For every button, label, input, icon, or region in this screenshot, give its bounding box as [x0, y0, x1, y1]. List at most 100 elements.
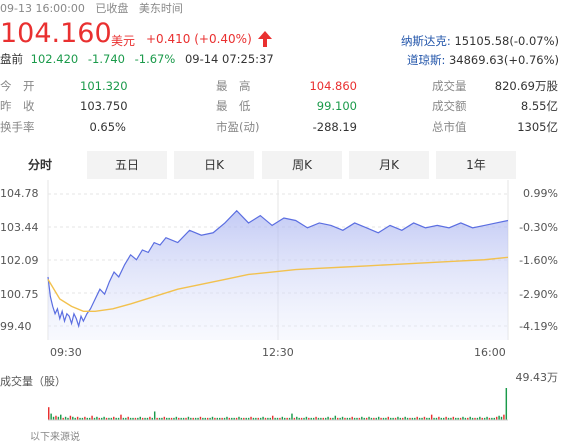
volume-bar	[495, 416, 498, 420]
volume-bar	[450, 417, 452, 420]
volume-bar	[389, 417, 392, 420]
volume-bar	[447, 417, 450, 420]
volume-bar	[332, 417, 334, 420]
volume-bar	[414, 417, 416, 420]
volume-bar	[296, 416, 298, 420]
premarket-change: -1.740	[87, 52, 125, 66]
volume-bar	[245, 417, 247, 420]
y-tick-left: 100.75	[0, 288, 39, 301]
volume-bar	[60, 414, 62, 420]
volume-bar	[163, 416, 166, 420]
y-tick-right: -4.19%	[519, 320, 558, 333]
volume-bar	[404, 416, 406, 420]
index-dow[interactable]: 道琼斯: 34869.63(+0.76%)	[406, 53, 559, 67]
x-tick: 09:30	[50, 346, 82, 359]
volume-bar	[385, 417, 387, 420]
volume-bar	[337, 417, 339, 420]
volume-bar	[279, 417, 281, 420]
tab-monthly-k[interactable]: 月K	[349, 151, 429, 179]
volume-bar	[457, 417, 459, 420]
volume-bar	[418, 417, 421, 420]
volume-bar	[488, 417, 491, 420]
volume-bar	[341, 416, 344, 420]
volume-bar	[170, 417, 173, 420]
volume-bar	[464, 417, 467, 420]
volume-bar	[402, 417, 404, 420]
volume-bar	[134, 417, 137, 420]
x-tick: 16:00	[474, 346, 506, 359]
index-panel: 纳斯达克: 15105.58(-0.07%) 道琼斯: 34869.63(+0.…	[401, 32, 559, 70]
low-value: 99.100	[316, 99, 357, 113]
stats-row-1: 今 开 101.320 最 高 104.860 成交量 820.69万股	[0, 76, 587, 96]
volume-bar	[76, 416, 79, 420]
volume-bar	[96, 416, 98, 420]
volume-bar	[117, 417, 120, 420]
index-nasdaq[interactable]: 纳斯达克: 15105.58(-0.07%)	[400, 34, 559, 48]
y-tick-right: -0.30%	[519, 221, 558, 234]
up-arrow-icon	[257, 30, 273, 52]
volume-bar	[125, 417, 127, 420]
tab-daily-k[interactable]: 日K	[174, 151, 254, 179]
volume-bar	[257, 417, 259, 420]
volume-bar	[351, 416, 353, 420]
volume-bar	[50, 413, 52, 420]
volume-bar	[173, 417, 175, 420]
volume-bar	[262, 416, 264, 420]
volume-bar	[368, 416, 370, 420]
volume-bar	[387, 416, 390, 420]
volume-bar	[175, 416, 178, 420]
volume-bar	[479, 416, 481, 420]
volume-bar	[334, 415, 337, 420]
volume-bar	[500, 416, 503, 420]
volume-bar	[223, 417, 226, 420]
volume-bar	[228, 417, 231, 420]
volume-bar	[129, 417, 132, 420]
volume-bar	[271, 415, 274, 420]
volume-bar	[356, 417, 358, 420]
volume-bar	[349, 417, 351, 420]
volume-bar	[481, 417, 483, 420]
tab-weekly-k[interactable]: 周K	[262, 151, 342, 179]
volume-bar	[503, 414, 505, 420]
volume-bar	[190, 417, 192, 420]
volume-bar	[91, 415, 93, 420]
stats-row-2: 昨 收 103.750 最 低 99.100 成交额 8.55亿	[0, 96, 587, 116]
mcap-value: 1305亿	[517, 120, 558, 134]
volume-bar	[421, 417, 423, 420]
tab-1year[interactable]: 1年	[436, 151, 516, 179]
volume-bar	[250, 416, 252, 420]
tab-intraday[interactable]: 分时	[0, 151, 80, 179]
volume-bar	[115, 417, 117, 420]
tab-5day[interactable]: 五日	[87, 151, 167, 179]
volume-bar	[69, 415, 72, 420]
average-price-line	[47, 256, 509, 312]
volume-bar	[168, 417, 170, 420]
volume-bar	[308, 417, 310, 420]
volume-bar	[127, 416, 129, 420]
volume-bar	[293, 417, 296, 420]
volume-bar	[291, 413, 293, 420]
volume-bar	[305, 416, 308, 420]
volume-bar	[471, 417, 474, 420]
volume-bar	[235, 417, 238, 420]
high-value: 104.860	[309, 79, 357, 93]
volume-bar	[281, 416, 284, 420]
volume-label: 成交量（股）	[0, 375, 66, 388]
volume-bar	[382, 417, 385, 420]
volume-bar	[137, 417, 139, 420]
volume-bar	[52, 416, 55, 420]
volume-bar	[72, 416, 74, 420]
volume-bar	[214, 417, 216, 420]
volume-bar	[438, 416, 440, 420]
volume-bar	[55, 415, 57, 420]
y-tick-left: 103.44	[0, 221, 39, 234]
volume-bar	[113, 416, 115, 420]
amount-value: 8.55亿	[520, 99, 558, 113]
premarket-time: 09-14 07:25:37	[184, 52, 274, 66]
volume-bar	[394, 417, 397, 420]
stats-row-3: 换手率 0.65% 市盈(动) -288.19 总市值 1305亿	[0, 117, 587, 137]
volume-bar	[88, 417, 91, 420]
volume-bar	[491, 417, 493, 420]
volume-bar	[192, 417, 194, 420]
